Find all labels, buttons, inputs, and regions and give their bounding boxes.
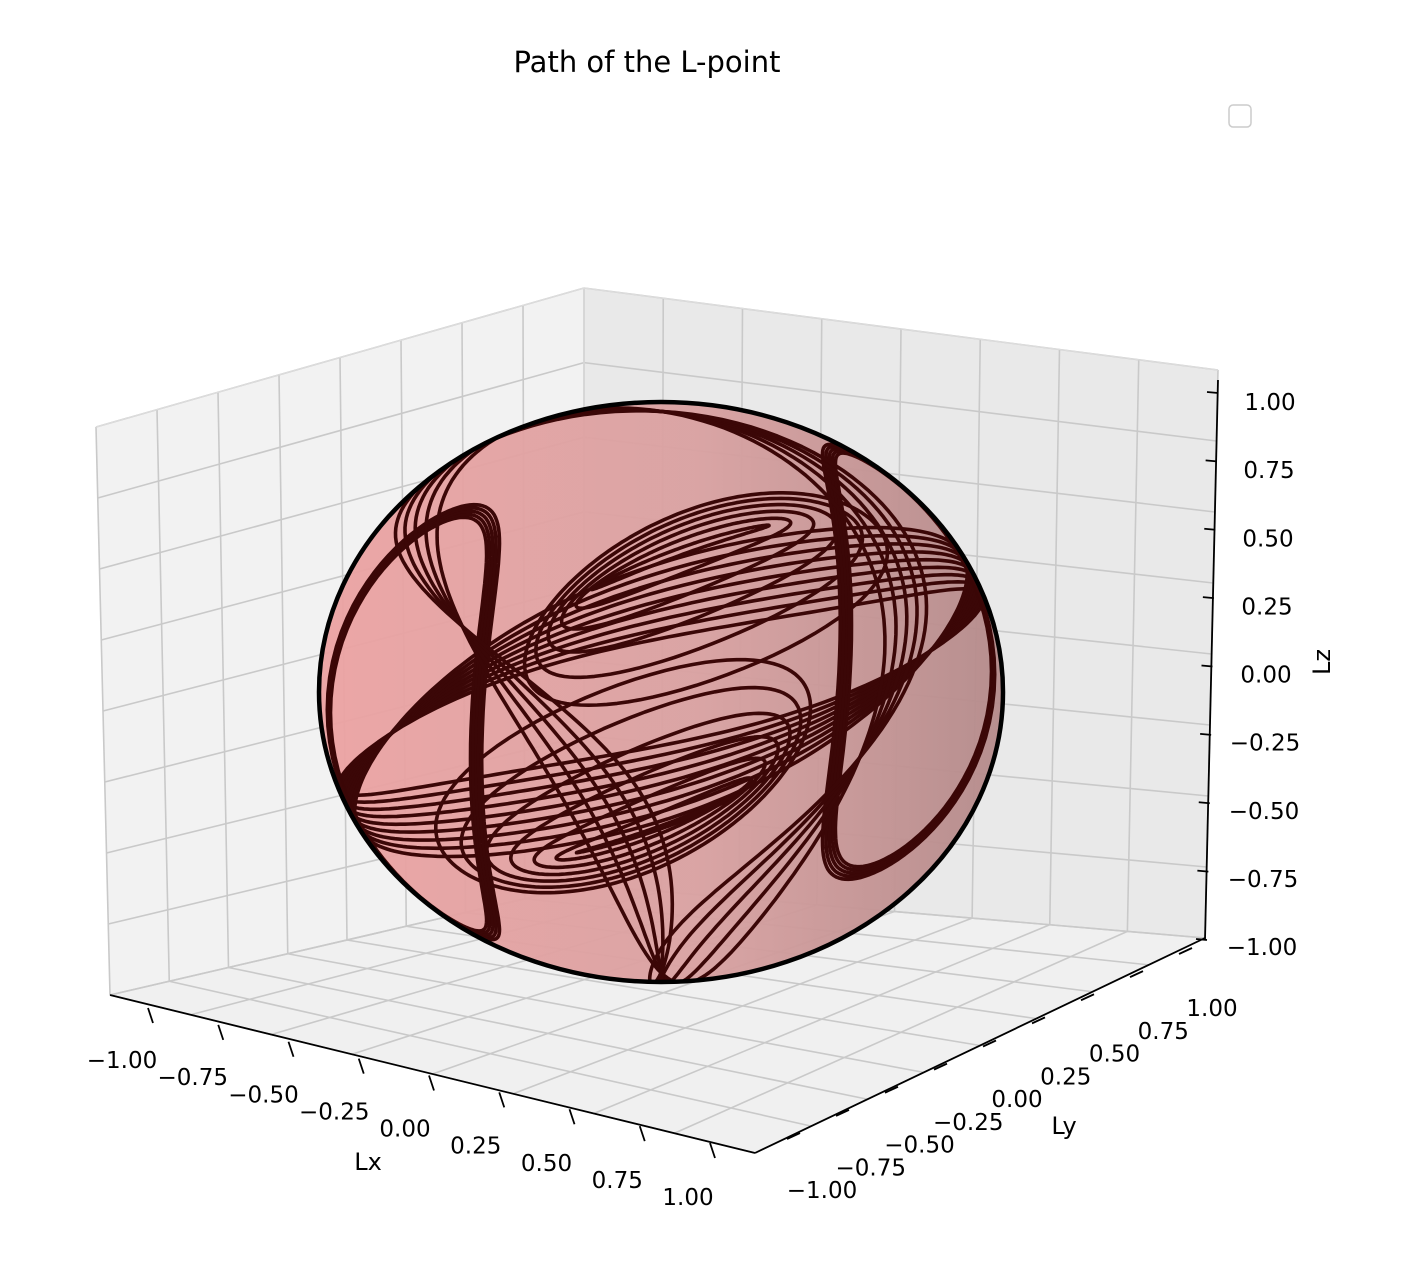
z-axis-label: Lz [1308,649,1336,675]
z-tick-label: −0.50 [1229,799,1299,825]
trajectory-segment [393,409,929,984]
pane-edge [95,287,585,428]
z-tick-label: 1.00 [1244,390,1295,416]
x-tick-mark [638,1125,646,1142]
y-tick-label: −1.00 [787,1178,857,1204]
x-tick-mark [287,1041,295,1058]
grid-line [346,939,981,1047]
x-tick-label: 1.00 [662,1185,713,1211]
y-tick-mark [835,1109,850,1117]
axes: −1.00−0.75−0.50−0.250.000.250.500.751.00… [87,379,1300,1211]
y-tick-label: −0.25 [933,1110,1003,1136]
z-tick-mark [1206,391,1219,394]
trajectory-segment [574,516,793,610]
z-tick-label: 0.25 [1241,594,1292,620]
y-tick-mark [884,1085,899,1094]
pane-edge [583,287,1219,371]
z-tick-mark [1195,938,1208,941]
trajectory-segment [522,491,890,707]
grid-line [512,917,973,1095]
z-tick-label: 0.50 [1242,526,1293,552]
trajectory-segment [589,523,771,592]
x-axis-line [109,994,756,1154]
trajectory-segment [459,685,803,889]
z-tick-label: −0.25 [1230,731,1300,757]
z-tick-mark [1197,869,1209,873]
y-tick-label: 0.75 [1138,1019,1189,1045]
y-tick-label: 0.50 [1089,1042,1140,1068]
trajectory-segment [559,509,816,631]
z-tick-mark [1200,732,1212,736]
z-tick-mark [1202,596,1214,600]
x-tick-label: 0.75 [592,1168,643,1194]
chart-title: Path of the L-point [514,45,781,79]
x-tick-mark [498,1092,506,1108]
x-tick-label: 0.25 [450,1134,501,1160]
trajectory-segment [434,657,813,895]
grid-line [1126,359,1140,932]
legend-box [1228,104,1252,128]
z-tick-mark [1205,459,1217,463]
z-tick-label: −1.00 [1227,935,1297,961]
x-tick-mark [709,1142,716,1159]
trajectory-segment [546,502,840,654]
y-tick-mark [933,1062,948,1071]
x-tick-mark [147,1007,154,1024]
y-tick-label: 1.00 [1186,996,1237,1022]
z-tick-mark [1198,801,1210,805]
trajectory-segment [534,496,865,680]
x-tick-label: −1.00 [87,1048,157,1074]
y-tick-mark [1080,993,1095,1002]
y-axis-label: Ly [1051,1112,1076,1140]
y-tick-mark [982,1039,997,1048]
x-tick-label: 0.50 [521,1151,572,1177]
grid-line [593,924,1051,1115]
x-tick-mark [568,1108,576,1125]
y-tick-mark [786,1132,801,1140]
z-tick-label: −0.75 [1228,867,1298,893]
y-tick-mark [1129,970,1144,978]
x-tick-label: −0.25 [299,1099,369,1125]
trajectory-segment [484,711,792,883]
x-tick-mark [357,1058,365,1074]
x-axis-label: Lx [354,1148,382,1176]
trajectory-segment [509,735,780,877]
y-axis-line [754,937,1206,1154]
trajectory-segment [532,756,767,870]
z-axis-line [1204,379,1219,941]
z-tick-mark [1204,527,1216,531]
y-tick-label: −0.50 [884,1133,954,1159]
y-tick-mark [1031,1016,1046,1025]
y-tick-label: −0.75 [836,1155,906,1181]
x-tick-mark [428,1075,435,1091]
grid-line [1048,349,1061,925]
x-tick-label: −0.75 [158,1065,228,1091]
trajectory-segment [554,776,754,862]
sphere-outline [316,399,1006,985]
x-tick-label: 0.00 [379,1117,430,1143]
y-tick-label: 0.25 [1040,1064,1091,1090]
y-tick-mark [1178,947,1193,955]
trajectory-segment [352,525,970,859]
y-tick-label: 0.00 [991,1087,1042,1113]
z-tick-label: 0.75 [1243,458,1294,484]
x-tick-mark [217,1024,225,1041]
grid-line [674,930,1128,1134]
x-tick-label: −0.50 [228,1082,298,1108]
z-tick-mark [1201,664,1213,668]
floor-pane [110,885,1205,1153]
z-tick-label: 0.00 [1240,663,1291,689]
